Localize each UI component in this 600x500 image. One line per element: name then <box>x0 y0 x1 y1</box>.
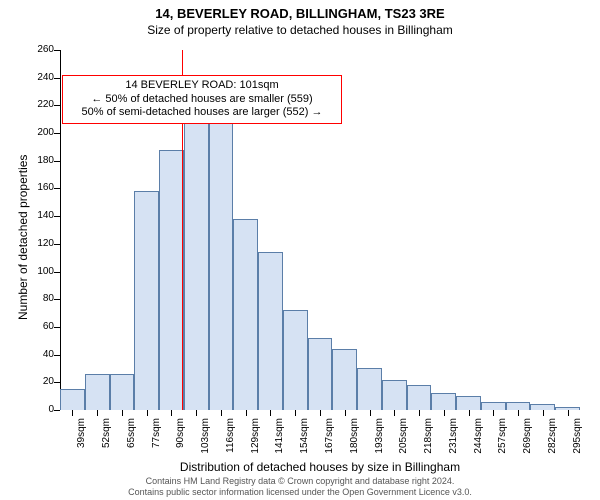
y-tick <box>54 50 60 51</box>
y-tick-label: 160 <box>26 182 54 193</box>
histogram-bar <box>110 374 135 410</box>
y-tick <box>54 216 60 217</box>
y-tick-label: 260 <box>26 44 54 55</box>
y-tick <box>54 133 60 134</box>
y-tick <box>54 382 60 383</box>
x-tick <box>221 410 222 416</box>
y-tick <box>54 244 60 245</box>
histogram-bar <box>283 310 308 410</box>
x-tick <box>493 410 494 416</box>
histogram-bar <box>407 385 432 410</box>
y-tick-label: 100 <box>26 266 54 277</box>
histogram-bar <box>134 191 159 410</box>
histogram-bar <box>184 114 209 410</box>
annotation-line: 14 BEVERLEY ROAD: 101sqm <box>69 79 335 93</box>
x-tick <box>72 410 73 416</box>
y-tick <box>54 410 60 411</box>
x-tick <box>320 410 321 416</box>
footer-line2: Contains public sector information licen… <box>0 487 600 498</box>
x-tick <box>543 410 544 416</box>
x-tick <box>394 410 395 416</box>
x-axis-label: Distribution of detached houses by size … <box>60 460 580 474</box>
y-tick <box>54 355 60 356</box>
y-tick-label: 120 <box>26 238 54 249</box>
x-tick <box>196 410 197 416</box>
histogram-bar <box>233 219 258 410</box>
x-tick <box>370 410 371 416</box>
x-tick <box>518 410 519 416</box>
y-tick <box>54 188 60 189</box>
x-tick <box>469 410 470 416</box>
x-tick <box>568 410 569 416</box>
x-tick <box>295 410 296 416</box>
chart-title: 14, BEVERLEY ROAD, BILLINGHAM, TS23 3RE <box>0 0 600 21</box>
footer-attribution: Contains HM Land Registry data © Crown c… <box>0 476 600 498</box>
y-tick <box>54 161 60 162</box>
y-tick-label: 220 <box>26 99 54 110</box>
histogram-bar <box>357 368 382 410</box>
x-tick <box>97 410 98 416</box>
x-tick <box>122 410 123 416</box>
x-tick <box>419 410 420 416</box>
histogram-bar <box>332 349 357 410</box>
x-tick <box>147 410 148 416</box>
x-tick <box>270 410 271 416</box>
histogram-bar <box>431 393 456 410</box>
x-tick <box>345 410 346 416</box>
y-tick <box>54 78 60 79</box>
histogram-bar <box>456 396 481 410</box>
y-tick-label: 140 <box>26 210 54 221</box>
x-tick <box>171 410 172 416</box>
y-tick <box>54 327 60 328</box>
histogram-bar <box>382 380 407 410</box>
histogram-bar <box>159 150 184 410</box>
y-tick-label: 180 <box>26 155 54 166</box>
histogram-bar <box>506 402 531 410</box>
x-tick <box>246 410 247 416</box>
y-tick-label: 40 <box>26 349 54 360</box>
chart-plot-area: 02040608010012014016018020022024026039sq… <box>60 50 580 410</box>
y-tick-label: 240 <box>26 72 54 83</box>
chart-subtitle: Size of property relative to detached ho… <box>0 21 600 37</box>
annotation-line: 50% of semi-detached houses are larger (… <box>69 106 335 120</box>
y-axis-label: Number of detached properties <box>16 155 30 320</box>
y-tick-label: 200 <box>26 127 54 138</box>
histogram-bar <box>258 252 283 410</box>
footer-line1: Contains HM Land Registry data © Crown c… <box>0 476 600 487</box>
annotation-box: 14 BEVERLEY ROAD: 101sqm← 50% of detache… <box>62 75 342 124</box>
y-tick-label: 20 <box>26 376 54 387</box>
y-tick <box>54 272 60 273</box>
y-axis <box>60 50 61 410</box>
y-tick-label: 0 <box>26 404 54 415</box>
y-tick <box>54 105 60 106</box>
histogram-bar <box>481 402 506 410</box>
histogram-bar <box>85 374 110 410</box>
histogram-bar <box>209 103 234 410</box>
histogram-bar <box>60 389 85 410</box>
annotation-line: ← 50% of detached houses are smaller (55… <box>69 93 335 107</box>
histogram-bar <box>308 338 333 410</box>
y-tick <box>54 299 60 300</box>
y-tick-label: 60 <box>26 321 54 332</box>
y-tick-label: 80 <box>26 293 54 304</box>
x-tick <box>444 410 445 416</box>
